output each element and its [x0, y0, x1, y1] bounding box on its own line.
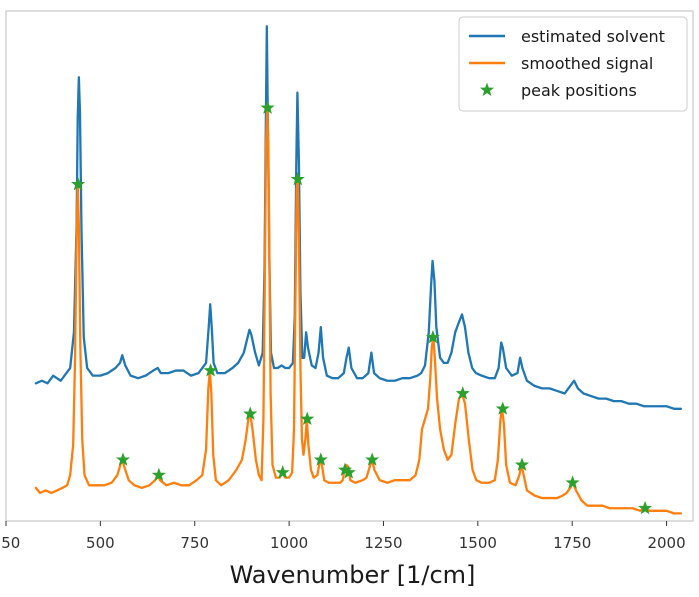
peak-marker [495, 401, 510, 415]
peak-marker [300, 411, 315, 425]
peak-marker [151, 467, 166, 482]
peak-marker [116, 452, 131, 466]
peak-marker [71, 177, 86, 191]
x-tick-label: 500 [86, 534, 115, 552]
x-tick-label: 1250 [364, 534, 402, 552]
x-tick-label: 1000 [270, 534, 308, 552]
peak-marker [203, 363, 218, 377]
peak-marker [260, 100, 275, 114]
peak-marker [313, 452, 328, 466]
peak-marker [455, 386, 470, 400]
peak-marker [425, 330, 440, 344]
x-tick-label: 2000 [647, 534, 685, 552]
peak-marker [243, 406, 258, 420]
peak-marker [365, 452, 380, 466]
x-tick-label: 1750 [553, 534, 591, 552]
series-layer [34, 25, 683, 515]
legend: estimated solvent smoothed signal peak p… [458, 16, 688, 112]
x-axis-label: Wavenumber [1/cm] [230, 561, 476, 589]
x-axis: 250 500 750 1000 1250 1500 1750 2000 [0, 521, 686, 552]
series-line-estimated-solvent [34, 25, 683, 410]
peak-marker [275, 465, 290, 479]
x-tick-label: 750 [180, 534, 209, 552]
peak-marker [290, 171, 305, 186]
x-tick-label: 250 [0, 534, 20, 552]
legend-label-estimated-solvent: estimated solvent [521, 27, 665, 46]
peak-marker [514, 457, 530, 471]
legend-swatch-peak-positions [479, 82, 495, 96]
peak-marker [565, 475, 580, 489]
legend-box [458, 16, 688, 112]
plot-area-frame [5, 10, 694, 522]
series-line-smoothed-signal [34, 106, 683, 515]
peak-marker [341, 465, 356, 479]
x-tick-label: 1500 [459, 534, 497, 552]
legend-label-peak-positions: peak positions [521, 81, 637, 100]
peak-marker [638, 500, 653, 515]
legend-label-smoothed-signal: smoothed signal [521, 54, 653, 73]
